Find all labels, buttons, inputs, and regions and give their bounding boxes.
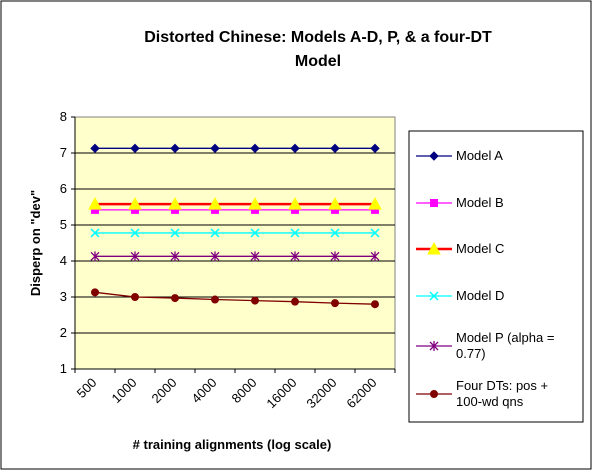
legend-box <box>408 130 584 423</box>
data-point <box>370 143 380 154</box>
data-point <box>170 143 180 154</box>
data-point <box>90 251 100 262</box>
series-line-6 <box>94 291 376 305</box>
legend: Model A Model B Model C Model D Model P (alp… <box>408 130 584 423</box>
data-point <box>90 228 100 238</box>
legend-label: Model D <box>456 288 504 303</box>
x-axis-label: # training alignments (log scale) <box>133 437 332 452</box>
legend-entry-5: Model P (alpha =0.77) <box>416 330 554 361</box>
data-point <box>331 299 339 308</box>
legend-marker <box>429 291 439 301</box>
data-point <box>210 228 220 238</box>
legend-entry-4: Model D <box>416 288 504 303</box>
legend-label: 0.77) <box>456 346 486 361</box>
data-point <box>330 251 340 262</box>
data-point <box>290 251 300 262</box>
data-point <box>131 293 139 301</box>
legend-label: Model P (alpha = <box>456 330 554 345</box>
y-tick-label: 4 <box>60 253 67 268</box>
data-point <box>130 143 140 154</box>
data-point <box>170 251 180 262</box>
data-point <box>210 251 220 262</box>
data-point <box>371 300 379 309</box>
data-point <box>250 251 260 262</box>
legend-label: Four DTs: pos + <box>456 378 548 393</box>
y-tick-label: 6 <box>60 181 67 196</box>
y-axis: 1 2 3 4 5 6 7 8 <box>60 109 76 376</box>
data-point <box>130 228 140 238</box>
data-point <box>211 295 219 304</box>
legend-marker <box>429 151 439 161</box>
y-tick-label: 1 <box>60 361 67 376</box>
series-2 <box>91 205 379 214</box>
data-point <box>171 294 179 303</box>
data-point <box>208 197 222 210</box>
legend-entry-2: Model B <box>416 195 504 210</box>
chart-title-line-2: Model <box>295 53 341 70</box>
legend-marker <box>429 341 439 351</box>
data-point <box>330 143 340 154</box>
data-point <box>128 197 142 210</box>
series-5 <box>90 251 380 262</box>
data-point <box>248 197 262 210</box>
legend-label: Model A <box>456 148 503 163</box>
series-3 <box>88 197 382 210</box>
y-tick-label: 2 <box>60 325 67 340</box>
legend-label: Model B <box>456 195 504 210</box>
plot-area <box>74 116 396 370</box>
data-point <box>250 228 260 238</box>
data-point <box>368 197 382 210</box>
y-axis-label: Disperp on "dev" <box>28 190 43 296</box>
legend-entry-1: Model A <box>416 148 503 163</box>
y-tick-label: 3 <box>60 289 67 304</box>
series-1 <box>90 143 380 154</box>
data-point <box>251 296 259 305</box>
legend-entry-3: Model C <box>416 241 504 256</box>
data-point <box>370 228 380 238</box>
data-point <box>210 143 220 154</box>
data-point <box>291 297 299 306</box>
legend-label: Model C <box>456 241 504 256</box>
y-tick-label: 7 <box>60 145 67 160</box>
series-6 <box>91 288 379 309</box>
series-4 <box>90 228 380 238</box>
legend-marker <box>427 241 441 255</box>
data-point <box>330 228 340 238</box>
gridlines <box>75 152 395 334</box>
legend-marker <box>430 199 438 207</box>
data-point <box>168 197 182 210</box>
data-point <box>91 288 99 297</box>
data-point <box>90 143 100 154</box>
legend-label: 100-wd qns <box>456 394 524 409</box>
y-tick-label: 5 <box>60 217 67 232</box>
y-tick-label: 8 <box>60 109 67 124</box>
data-point <box>328 197 342 210</box>
chart-title-line-1: Distorted Chinese: Models A-D, P, & a fo… <box>144 29 492 46</box>
data-point <box>130 251 140 262</box>
data-point <box>88 197 102 210</box>
data-point <box>290 143 300 154</box>
series-group <box>88 143 382 309</box>
data-point <box>288 197 302 210</box>
data-point <box>290 228 300 238</box>
legend-marker <box>430 390 438 398</box>
legend-entry-6: Four DTs: pos +100-wd qns <box>416 378 548 409</box>
data-point <box>250 143 260 154</box>
data-point <box>370 251 380 262</box>
data-point <box>170 228 180 238</box>
